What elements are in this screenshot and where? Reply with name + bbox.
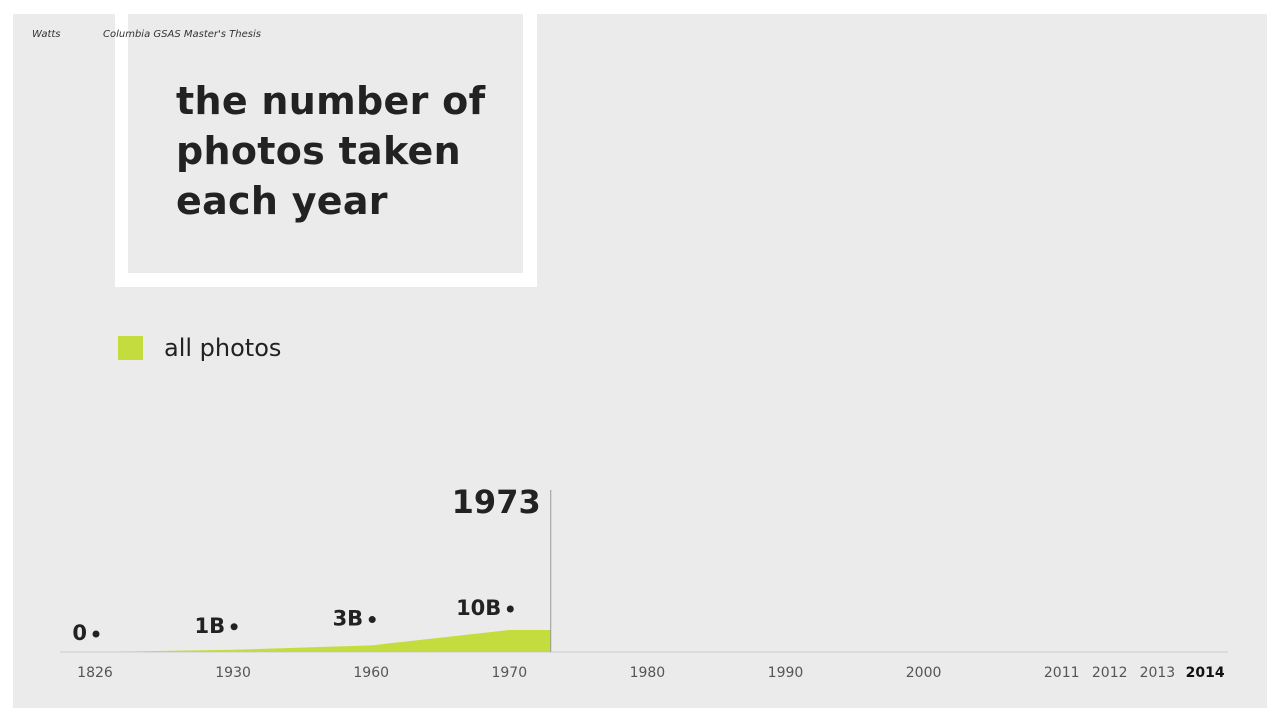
x-tick-label: 1960	[353, 665, 389, 681]
x-tick-label: 2012	[1092, 665, 1128, 681]
value-label: 3B	[333, 607, 364, 631]
x-tick-label: 1930	[215, 665, 251, 681]
title-frame-inner	[128, 14, 523, 273]
author: Watts	[32, 29, 61, 40]
x-tick-label: 2000	[906, 665, 942, 681]
x-tick-label: 2013	[1140, 665, 1176, 681]
value-dot	[506, 605, 514, 613]
legend-swatch	[118, 336, 143, 360]
x-tick-label: 2011	[1044, 665, 1080, 681]
x-tick-label: 1980	[630, 665, 666, 681]
x-tick-label: 1826	[77, 665, 113, 681]
value-dot	[230, 623, 238, 631]
chart-title: the number of photos taken each year	[176, 79, 486, 223]
x-tick-label: 2014	[1186, 665, 1225, 681]
x-tick-label: 1990	[768, 665, 804, 681]
x-tick-label: 1970	[491, 665, 527, 681]
area	[95, 630, 551, 652]
value-label: 1B	[194, 614, 225, 638]
current-year: 1973	[452, 483, 541, 521]
value-label: 10B	[456, 596, 501, 620]
source: Columbia GSAS Master's Thesis	[103, 29, 261, 40]
value-dot	[92, 630, 100, 638]
value-dot	[368, 616, 376, 624]
legend-label: all photos	[164, 334, 281, 362]
value-label: 0	[72, 621, 87, 645]
